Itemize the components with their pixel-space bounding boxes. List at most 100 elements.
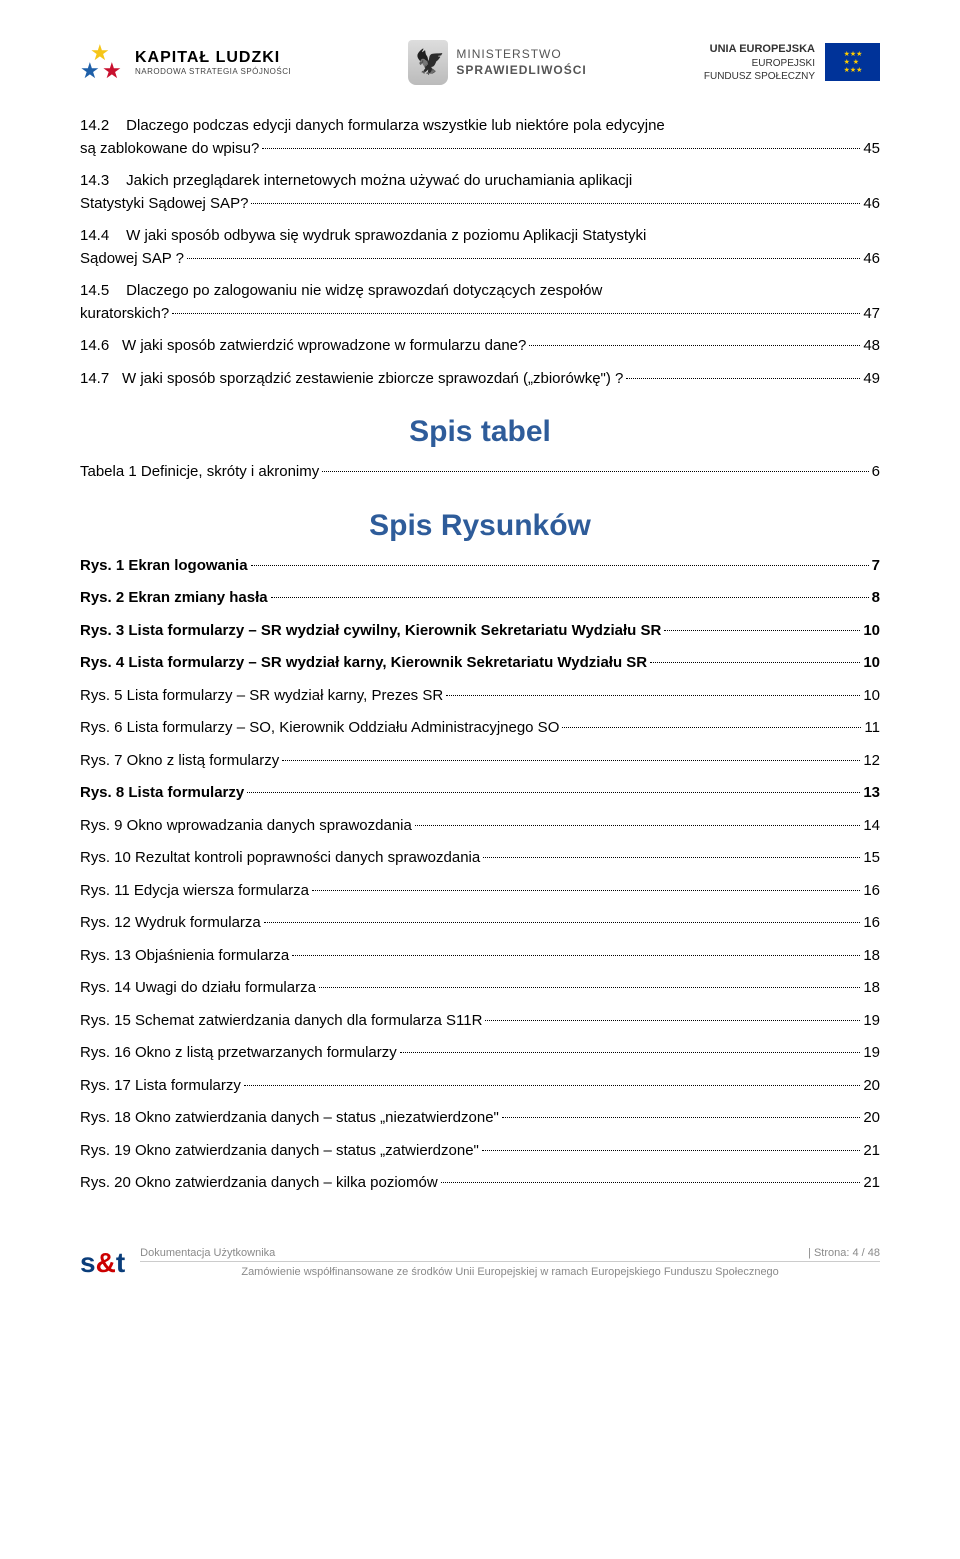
toc-entry: Rys. 12 Wydruk formularza 16 — [80, 912, 880, 935]
toc-entry: 14.5 Dlaczego po zalogowaniu nie widzę s… — [80, 280, 880, 325]
toc-entry: Rys. 1 Ekran logowania 7 — [80, 555, 880, 578]
toc-entry-page: 14 — [863, 815, 880, 838]
toc-entry: Rys. 3 Lista formularzy – SR wydział cyw… — [80, 620, 880, 643]
snt-logo: s&t — [80, 1247, 125, 1279]
toc-entry-text-last: Statystyki Sądowej SAP? — [80, 193, 248, 216]
toc-leader — [282, 760, 860, 761]
logo-ministerstwo: MINISTERSTWO SPRAWIEDLIWOŚCI — [408, 40, 586, 85]
toc-leader — [292, 955, 860, 956]
toc-entry-text: Rys. 11 Edycja wiersza formularza — [80, 880, 309, 903]
toc-entry: Rys. 20 Okno zatwierdzania danych – kilk… — [80, 1172, 880, 1195]
toc-entry-text: Rys. 4 Lista formularzy – SR wydział kar… — [80, 652, 647, 675]
toc-entry-number: 14.3 — [80, 170, 122, 193]
toc-entry: 14.6 W jaki sposób zatwierdzić wprowadzo… — [80, 335, 880, 358]
toc-entry-page: 20 — [863, 1107, 880, 1130]
toc-entry: Rys. 5 Lista formularzy – SR wydział kar… — [80, 685, 880, 708]
toc-entry-text: 14.4 W jaki sposób odbywa się wydruk spr… — [80, 225, 880, 248]
toc-entry-text: Tabela 1 Definicje, skróty i akronimy — [80, 461, 319, 484]
toc-entry-text: W jaki sposób sporządzić zestawienie zbi… — [122, 368, 623, 391]
toc-leader — [187, 258, 860, 259]
toc-entry: Rys. 4 Lista formularzy – SR wydział kar… — [80, 652, 880, 675]
toc-entry-page: 10 — [863, 685, 880, 708]
eu-line3: FUNDUSZ SPOŁECZNY — [704, 70, 815, 83]
heading-figures: Spis Rysunków — [80, 509, 880, 543]
toc-entry-text: Rys. 6 Lista formularzy – SO, Kierownik … — [80, 717, 559, 740]
toc-entry-text: Rys. 1 Ekran logowania — [80, 555, 248, 578]
toc-entry-text: Rys. 12 Wydruk formularza — [80, 912, 261, 935]
toc-entry-page: 10 — [863, 620, 880, 643]
toc-leader — [247, 792, 860, 793]
toc-entry: Rys. 14 Uwagi do działu formularza18 — [80, 977, 880, 1000]
toc-entry-text: Rys. 10 Rezultat kontroli poprawności da… — [80, 847, 480, 870]
toc-leader — [244, 1085, 860, 1086]
toc-entry-page: 12 — [863, 750, 880, 773]
toc-leader — [172, 313, 860, 314]
min-line1: MINISTERSTWO — [456, 47, 586, 63]
toc-entry-text-last: kuratorskich? — [80, 303, 169, 326]
toc-figures-section: Rys. 1 Ekran logowania 7 Rys. 2 Ekran zmi… — [80, 555, 880, 1195]
toc-entry-page: 11 — [864, 717, 880, 740]
toc-leader — [664, 630, 860, 631]
toc-entry-text-last: są zablokowane do wpisu? — [80, 138, 259, 161]
header-logos: ★ ★ ★ KAPITAŁ LUDZKI NARODOWA STRATEGIA … — [80, 40, 880, 85]
toc-leader — [251, 565, 869, 566]
toc-entry: Rys. 17 Lista formularzy 20 — [80, 1075, 880, 1098]
toc-entry-page: 15 — [863, 847, 880, 870]
toc-entry-text: Rys. 17 Lista formularzy — [80, 1075, 241, 1098]
toc-entry-page: 18 — [863, 945, 880, 968]
toc-entry-page: 13 — [863, 782, 880, 805]
toc-entry-page: 46 — [863, 193, 880, 216]
toc-entry: Rys. 19 Okno zatwierdzania danych – stat… — [80, 1140, 880, 1163]
toc-leader — [312, 890, 860, 891]
toc-entry-text: W jaki sposób zatwierdzić wprowadzone w … — [122, 335, 526, 358]
toc-entry-page: 19 — [863, 1010, 880, 1033]
toc-entry-page: 49 — [863, 368, 880, 391]
toc-entry-page: 21 — [863, 1172, 880, 1195]
toc-entry-page: 45 — [863, 138, 880, 161]
toc-entry-number: 14.6 — [80, 335, 122, 358]
toc-leader — [322, 471, 868, 472]
toc-entry: 14.4 W jaki sposób odbywa się wydruk spr… — [80, 225, 880, 270]
toc-leader — [264, 922, 861, 923]
toc-entry-text: Rys. 2 Ekran zmiany hasła — [80, 587, 268, 610]
toc-entry-text: Rys. 5 Lista formularzy – SR wydział kar… — [80, 685, 443, 708]
toc-entry: Rys. 10 Rezultat kontroli poprawności da… — [80, 847, 880, 870]
toc-entry-text-last: Sądowej SAP ? — [80, 248, 184, 271]
footer-cofinance: Zamówienie współfinansowane ze środków U… — [140, 1262, 880, 1278]
footer: s&t Dokumentacja Użytkownika | Strona: 4… — [80, 1235, 880, 1279]
toc-leader — [251, 203, 860, 204]
logo-kapital-ludzki: ★ ★ ★ KAPITAŁ LUDZKI NARODOWA STRATEGIA … — [80, 40, 291, 85]
footer-doc-title: Dokumentacja Użytkownika — [140, 1247, 275, 1259]
toc-entry-page: 46 — [863, 248, 880, 271]
kl-stars-icon: ★ ★ ★ — [80, 40, 130, 85]
footer-page-info: | Strona: 4 / 48 — [808, 1247, 880, 1259]
toc-entry-text: Rys. 3 Lista formularzy – SR wydział cyw… — [80, 620, 661, 643]
toc-entry-text: 14.3 Jakich przeglądarek internetowych m… — [80, 170, 880, 193]
toc-entry: Rys. 18 Okno zatwierdzania danych – stat… — [80, 1107, 880, 1130]
toc-leader — [415, 825, 860, 826]
toc-entry: 14.2 Dlaczego podczas edycji danych form… — [80, 115, 880, 160]
eu-flag-icon: ★ ★ ★★ ★★ ★ ★ — [825, 43, 880, 81]
min-line2: SPRAWIEDLIWOŚCI — [456, 63, 586, 79]
toc-entry-page: 20 — [863, 1075, 880, 1098]
toc-entry: Rys. 7 Okno z listą formularzy12 — [80, 750, 880, 773]
toc-entry: Tabela 1 Definicje, skróty i akronimy 6 — [80, 461, 880, 484]
heading-tables: Spis tabel — [80, 415, 880, 449]
toc-tables-section: Tabela 1 Definicje, skróty i akronimy 6 — [80, 461, 880, 484]
eagle-emblem-icon — [408, 40, 448, 85]
eu-line1: UNIA EUROPEJSKA — [704, 42, 815, 56]
toc-entry-text: Rys. 15 Schemat zatwierdzania danych dla… — [80, 1010, 482, 1033]
toc-leader — [483, 857, 860, 858]
toc-leader — [446, 695, 860, 696]
toc-leader — [400, 1052, 861, 1053]
toc-entry-page: 8 — [872, 587, 880, 610]
toc-entry-number: 14.7 — [80, 368, 122, 391]
toc-leader — [529, 345, 860, 346]
toc-entry-page: 48 — [863, 335, 880, 358]
toc-entry-page: 21 — [863, 1140, 880, 1163]
toc-leader — [485, 1020, 860, 1021]
toc-entry-text: Rys. 19 Okno zatwierdzania danych – stat… — [80, 1140, 479, 1163]
logo-eu: UNIA EUROPEJSKA EUROPEJSKI FUNDUSZ SPOŁE… — [704, 42, 880, 82]
toc-entry-page: 10 — [863, 652, 880, 675]
toc-entry-page: 16 — [863, 912, 880, 935]
